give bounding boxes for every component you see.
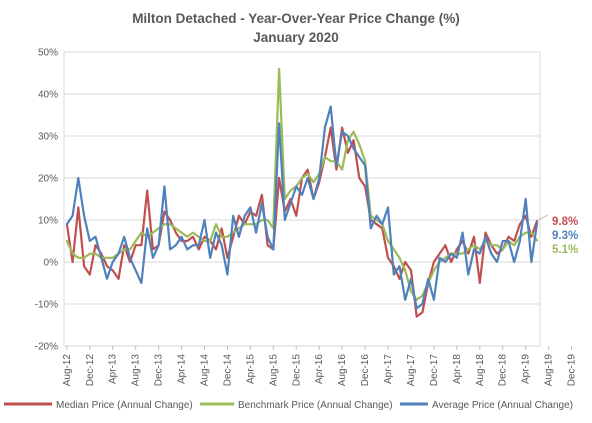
x-tick-label: Apr-16 bbox=[314, 354, 325, 384]
x-tick-label: Aug-14 bbox=[200, 354, 211, 387]
x-tick-label: Aug-19 bbox=[544, 354, 555, 387]
end-label-connector bbox=[536, 214, 549, 222]
y-tick-label: 20% bbox=[38, 174, 58, 185]
x-tick-label: Apr-13 bbox=[108, 354, 119, 384]
x-tick-label: Dec-13 bbox=[154, 354, 165, 387]
legend: Median Price (Annual Change) Benchmark P… bbox=[4, 400, 573, 411]
series-line-average bbox=[65, 105, 539, 310]
end-labels: 9.8% 9.3% 5.1% bbox=[536, 214, 578, 256]
x-tick-label: Aug-13 bbox=[131, 354, 142, 387]
legend-label-average: Average Price (Annual Change) bbox=[432, 400, 573, 411]
x-axis: Aug-12 Dec-12 Apr-13 Aug-13 Dec-13 Apr-14 Aug-… bbox=[62, 346, 578, 386]
y-tick-label: -20% bbox=[35, 342, 58, 353]
x-tick-label: Apr-19 bbox=[521, 354, 532, 384]
legend-item-benchmark: Benchmark Price (Annual Change) bbox=[200, 400, 393, 411]
gridlines bbox=[63, 51, 541, 347]
end-label-median: 9.8% bbox=[552, 216, 578, 228]
x-tick-label: Dec-12 bbox=[85, 354, 96, 387]
y-tick-label: 0% bbox=[44, 258, 59, 269]
x-tick-label: Apr-17 bbox=[383, 354, 394, 384]
legend-label-median: Median Price (Annual Change) bbox=[56, 400, 193, 411]
y-tick-label: 40% bbox=[38, 90, 58, 101]
y-axis: -20% -10% 0% 10% 20% 30% 40% 50% bbox=[35, 48, 58, 353]
y-tick-label: 30% bbox=[38, 132, 58, 143]
x-tick-label: Apr-14 bbox=[177, 354, 188, 384]
end-label-benchmark: 5.1% bbox=[552, 244, 578, 256]
x-tick-label: Apr-18 bbox=[452, 354, 463, 384]
x-tick-label: Aug-16 bbox=[337, 354, 348, 387]
series-lines bbox=[65, 67, 539, 318]
chart-subtitle: January 2020 bbox=[253, 30, 339, 45]
chart-title: Milton Detached - Year-Over-Year Price C… bbox=[132, 11, 460, 26]
x-tick-label: Aug-12 bbox=[62, 354, 73, 387]
x-tick-label: Aug-15 bbox=[268, 354, 279, 387]
x-tick-label: Dec-16 bbox=[360, 354, 371, 387]
x-tick-label: Dec-17 bbox=[429, 354, 440, 387]
x-tick-label: Dec-15 bbox=[291, 354, 302, 387]
y-tick-label: 10% bbox=[38, 216, 58, 227]
x-tick-label: Dec-18 bbox=[498, 354, 509, 387]
x-tick-label: Dec-19 bbox=[567, 354, 578, 387]
x-tick-label: Aug-18 bbox=[475, 354, 486, 387]
legend-item-median: Median Price (Annual Change) bbox=[4, 400, 193, 411]
x-tick-label: Aug-17 bbox=[406, 354, 417, 387]
x-tick-label: Apr-15 bbox=[245, 354, 256, 384]
y-tick-label: -10% bbox=[35, 300, 58, 311]
end-label-average: 9.3% bbox=[552, 230, 578, 242]
legend-label-benchmark: Benchmark Price (Annual Change) bbox=[238, 400, 393, 411]
x-tick-label: Dec-14 bbox=[222, 354, 233, 387]
legend-item-average: Average Price (Annual Change) bbox=[400, 400, 573, 411]
y-tick-label: 50% bbox=[38, 48, 58, 59]
series-line-median bbox=[65, 126, 539, 318]
